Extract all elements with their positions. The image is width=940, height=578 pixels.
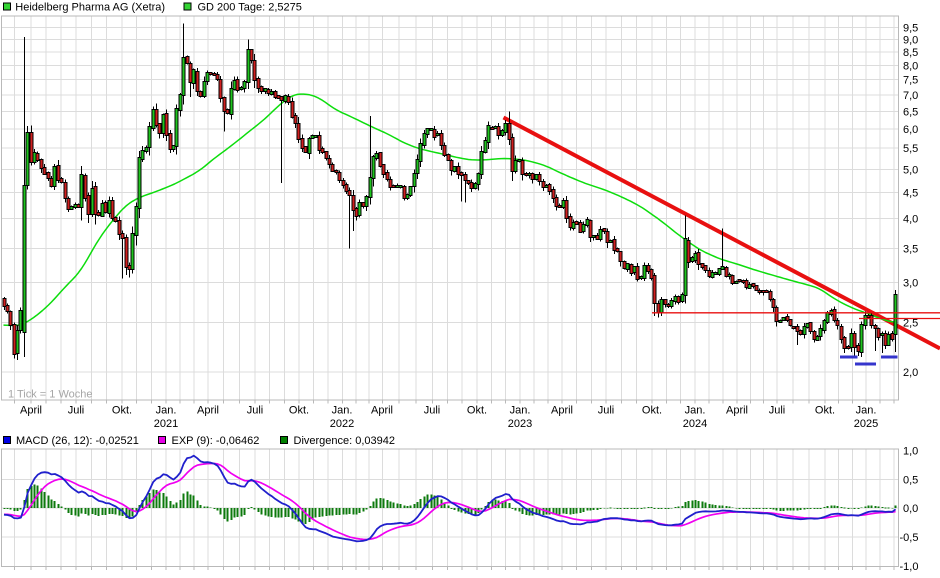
svg-text:2021: 2021 — [154, 418, 178, 430]
svg-text:Okt.: Okt. — [815, 405, 835, 417]
svg-text:-0,5: -0,5 — [900, 532, 919, 544]
svg-text:5,5: 5,5 — [903, 143, 918, 155]
svg-text:3,0: 3,0 — [903, 277, 918, 289]
svg-text:Juli: Juli — [769, 405, 786, 417]
svg-text:3,5: 3,5 — [903, 243, 918, 255]
svg-text:2025: 2025 — [854, 418, 878, 430]
svg-text:8,5: 8,5 — [903, 47, 918, 59]
svg-text:2024: 2024 — [683, 418, 707, 430]
svg-text:Divergence: 0,03942: Divergence: 0,03942 — [294, 435, 396, 447]
svg-text:Juli: Juli — [247, 405, 264, 417]
svg-text:9,5: 9,5 — [903, 22, 918, 34]
svg-text:4,0: 4,0 — [903, 214, 918, 226]
svg-text:Jan.: Jan. — [685, 405, 706, 417]
svg-text:-1,0: -1,0 — [900, 561, 919, 573]
svg-text:Okt.: Okt. — [467, 405, 487, 417]
svg-text:Heidelberg Pharma AG (Xetra): Heidelberg Pharma AG (Xetra) — [15, 2, 165, 14]
svg-text:5,0: 5,0 — [903, 164, 918, 176]
svg-text:1 Tick = 1 Woche: 1 Tick = 1 Woche — [8, 389, 92, 401]
svg-text:Juli: Juli — [424, 405, 441, 417]
svg-text:8,0: 8,0 — [903, 60, 918, 72]
svg-text:April: April — [371, 405, 393, 417]
svg-text:GD 200 Tage: 2,5275: GD 200 Tage: 2,5275 — [198, 2, 302, 14]
svg-text:Jan.: Jan. — [156, 405, 177, 417]
svg-text:0,5: 0,5 — [903, 474, 918, 486]
svg-text:6,0: 6,0 — [903, 124, 918, 136]
svg-text:Okt.: Okt. — [289, 405, 309, 417]
svg-text:2022: 2022 — [330, 418, 354, 430]
svg-text:April: April — [197, 405, 219, 417]
svg-text:MACD (26, 12): -0,02521: MACD (26, 12): -0,02521 — [16, 435, 139, 447]
svg-text:Juli: Juli — [68, 405, 85, 417]
svg-text:April: April — [551, 405, 573, 417]
svg-text:Juli: Juli — [598, 405, 615, 417]
svg-text:April: April — [726, 405, 748, 417]
svg-text:7,0: 7,0 — [903, 90, 918, 102]
svg-text:1,0: 1,0 — [903, 446, 918, 458]
svg-text:2,5: 2,5 — [903, 318, 918, 330]
svg-text:April: April — [20, 405, 42, 417]
svg-text:9,0: 9,0 — [903, 34, 918, 46]
svg-text:2023: 2023 — [508, 418, 532, 430]
svg-text:Jan.: Jan. — [510, 405, 531, 417]
svg-text:Okt.: Okt. — [642, 405, 662, 417]
svg-text:7,5: 7,5 — [903, 75, 918, 87]
svg-text:2,0: 2,0 — [903, 367, 918, 379]
svg-text:EXP (9): -0,06462: EXP (9): -0,06462 — [172, 435, 260, 447]
svg-text:6,5: 6,5 — [903, 106, 918, 118]
svg-text:0,0: 0,0 — [903, 503, 918, 515]
svg-text:4,5: 4,5 — [903, 188, 918, 200]
svg-text:Jan.: Jan. — [856, 405, 877, 417]
svg-text:Jan.: Jan. — [332, 405, 353, 417]
svg-text:Okt.: Okt. — [112, 405, 132, 417]
